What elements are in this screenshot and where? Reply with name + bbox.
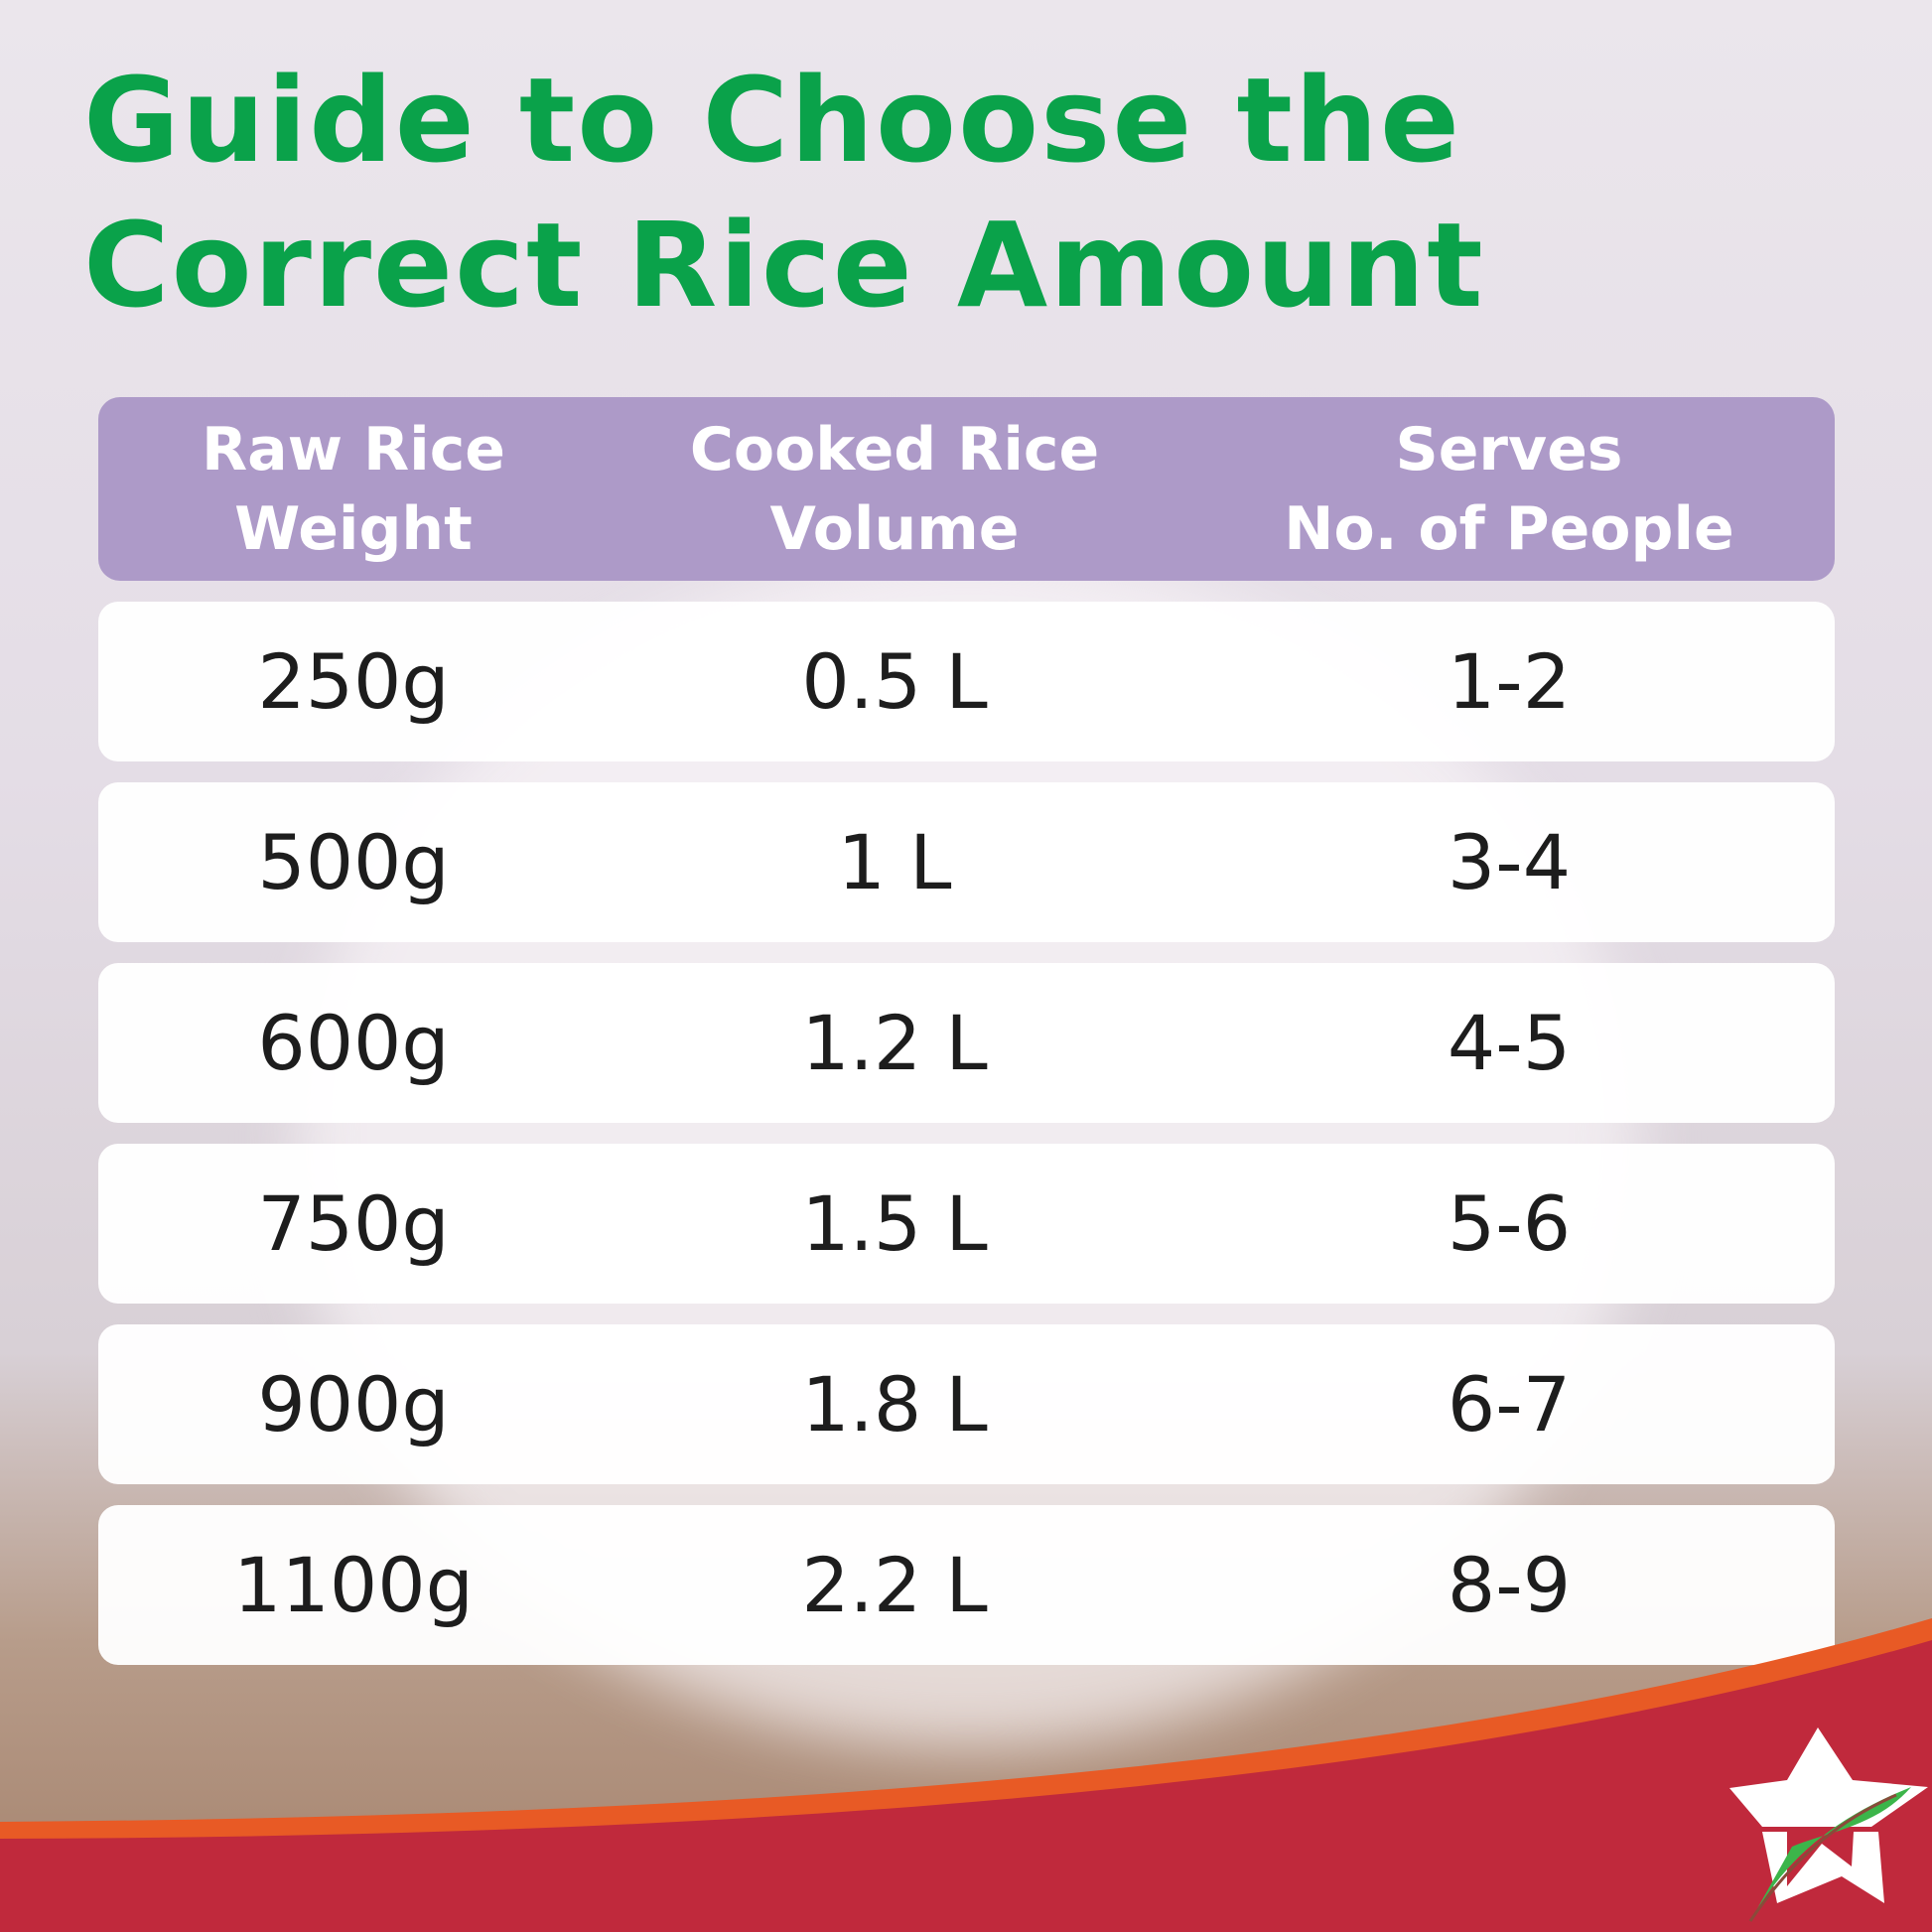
cell-cooked-rice-volume: 2.2 L	[801, 1541, 988, 1629]
table-row: 900g 1.8 L 6-7	[98, 1324, 1835, 1484]
header-serves-people: Serves No. of People	[1284, 414, 1734, 564]
table-row: 500g 1 L 3-4	[98, 782, 1835, 942]
cell-serves-people: 1-2	[1447, 637, 1572, 726]
cell-raw-rice-weight: 250g	[257, 637, 450, 726]
cell-serves-people: 6-7	[1447, 1360, 1572, 1449]
cell-serves-people: 4-5	[1447, 999, 1572, 1087]
cell-raw-rice-weight: 600g	[257, 999, 450, 1087]
cell-cooked-rice-volume: 0.5 L	[801, 637, 988, 726]
title-line-1: Guide to Choose the	[83, 52, 1461, 189]
table-header: Raw Rice Weight Cooked Rice Volume Serve…	[98, 397, 1835, 581]
cell-raw-rice-weight: 750g	[257, 1179, 450, 1268]
cell-raw-rice-weight: 500g	[257, 818, 450, 906]
cell-serves-people: 3-4	[1447, 818, 1572, 906]
table-row: 1100g 2.2 L 8-9	[98, 1505, 1835, 1665]
cell-cooked-rice-volume: 1.2 L	[801, 999, 988, 1087]
cell-cooked-rice-volume: 1 L	[837, 818, 952, 906]
cell-raw-rice-weight: 900g	[257, 1360, 450, 1449]
cell-cooked-rice-volume: 1.8 L	[801, 1360, 988, 1449]
banner-red	[0, 1640, 1932, 1932]
cell-serves-people: 8-9	[1447, 1541, 1572, 1629]
page-title: Guide to Choose the Correct Rice Amount	[83, 48, 1485, 338]
cell-raw-rice-weight: 1100g	[233, 1541, 474, 1629]
title-line-2: Correct Rice Amount	[83, 197, 1485, 334]
table-row: 600g 1.2 L 4-5	[98, 963, 1835, 1123]
header-cooked-rice-volume: Cooked Rice Volume	[689, 414, 1100, 564]
cell-cooked-rice-volume: 1.5 L	[801, 1179, 988, 1268]
header-raw-rice-weight: Raw Rice Weight	[201, 414, 506, 564]
cell-serves-people: 5-6	[1447, 1179, 1572, 1268]
star-leaf-logo	[1729, 1727, 1928, 1922]
table-row: 750g 1.5 L 5-6	[98, 1144, 1835, 1304]
table-row: 250g 0.5 L 1-2	[98, 602, 1835, 761]
